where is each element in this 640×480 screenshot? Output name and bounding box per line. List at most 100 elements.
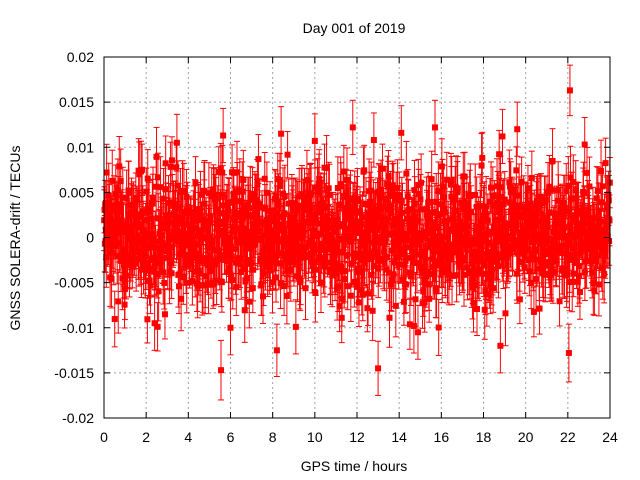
data-point bbox=[394, 253, 401, 260]
data-point bbox=[478, 250, 485, 257]
data-point bbox=[283, 292, 290, 299]
data-point bbox=[341, 275, 348, 282]
data-point bbox=[267, 264, 274, 271]
data-point bbox=[167, 163, 174, 170]
data-point bbox=[320, 221, 327, 228]
chart-title: Day 001 of 2019 bbox=[303, 20, 406, 36]
data-point bbox=[347, 292, 354, 299]
data-point bbox=[465, 204, 472, 211]
data-point bbox=[401, 230, 408, 237]
data-point bbox=[496, 151, 503, 158]
data-point bbox=[460, 271, 467, 278]
data-point bbox=[247, 195, 254, 202]
data-point bbox=[212, 195, 219, 202]
data-point bbox=[328, 235, 335, 242]
data-point bbox=[212, 261, 219, 268]
data-point bbox=[147, 244, 154, 251]
data-point bbox=[290, 258, 297, 265]
data-point bbox=[245, 205, 252, 212]
data-point bbox=[155, 288, 162, 295]
data-point bbox=[501, 246, 508, 253]
data-point bbox=[112, 191, 119, 198]
data-point bbox=[252, 241, 259, 248]
data-point bbox=[169, 199, 176, 206]
data-point bbox=[259, 219, 266, 226]
data-point bbox=[386, 314, 393, 321]
data-point bbox=[334, 184, 341, 191]
data-point bbox=[162, 160, 169, 167]
data-point bbox=[387, 192, 394, 199]
data-point bbox=[267, 208, 274, 215]
data-point bbox=[484, 217, 491, 224]
data-point bbox=[376, 191, 383, 198]
data-point bbox=[438, 163, 445, 170]
data-point bbox=[223, 246, 230, 253]
data-point bbox=[423, 273, 430, 280]
data-point bbox=[296, 231, 303, 238]
data-point bbox=[370, 206, 377, 213]
data-point bbox=[332, 266, 339, 273]
data-point bbox=[114, 253, 121, 260]
data-point bbox=[432, 246, 439, 253]
data-point bbox=[427, 271, 434, 278]
data-point bbox=[483, 291, 490, 298]
data-point bbox=[468, 279, 475, 286]
data-point bbox=[537, 193, 544, 200]
data-point bbox=[323, 164, 330, 171]
data-point bbox=[487, 198, 494, 205]
data-point bbox=[336, 236, 343, 243]
data-point bbox=[181, 236, 188, 243]
data-point bbox=[262, 205, 269, 212]
data-point bbox=[386, 269, 393, 276]
data-point bbox=[457, 229, 464, 236]
data-point bbox=[210, 186, 217, 193]
data-point bbox=[255, 156, 262, 163]
data-point bbox=[277, 182, 284, 189]
data-point bbox=[168, 157, 175, 164]
data-point bbox=[377, 194, 384, 201]
data-point bbox=[225, 207, 232, 214]
data-point bbox=[500, 254, 507, 261]
data-point bbox=[160, 269, 167, 276]
data-point bbox=[494, 253, 501, 260]
data-point bbox=[516, 259, 523, 266]
data-point bbox=[418, 179, 425, 186]
data-point bbox=[399, 209, 406, 216]
data-point bbox=[419, 206, 426, 213]
data-point bbox=[342, 225, 349, 232]
data-point bbox=[389, 182, 396, 189]
data-point bbox=[470, 299, 477, 306]
data-point bbox=[254, 181, 261, 188]
data-point bbox=[481, 306, 488, 313]
data-point bbox=[355, 299, 362, 306]
data-point bbox=[463, 212, 470, 219]
data-point bbox=[516, 192, 523, 199]
data-point bbox=[359, 291, 366, 298]
data-point bbox=[311, 259, 318, 266]
data-point bbox=[400, 248, 407, 255]
data-point bbox=[318, 208, 325, 215]
data-point bbox=[336, 303, 343, 310]
data-point bbox=[344, 252, 351, 259]
data-point bbox=[437, 248, 444, 255]
data-point bbox=[306, 240, 313, 247]
data-point bbox=[354, 283, 361, 290]
data-point bbox=[321, 254, 328, 261]
data-point bbox=[368, 271, 375, 278]
data-point bbox=[496, 208, 503, 215]
data-point bbox=[338, 263, 345, 270]
data-point bbox=[276, 221, 283, 228]
data-point bbox=[385, 172, 392, 179]
data-point bbox=[241, 307, 248, 314]
data-point bbox=[461, 205, 468, 212]
data-point bbox=[438, 260, 445, 267]
data-point bbox=[361, 167, 368, 174]
data-point bbox=[173, 233, 180, 240]
data-point bbox=[284, 151, 291, 158]
data-point bbox=[239, 239, 246, 246]
data-point bbox=[533, 276, 540, 283]
data-point bbox=[229, 169, 236, 176]
data-point bbox=[205, 280, 212, 287]
data-point bbox=[231, 210, 238, 217]
